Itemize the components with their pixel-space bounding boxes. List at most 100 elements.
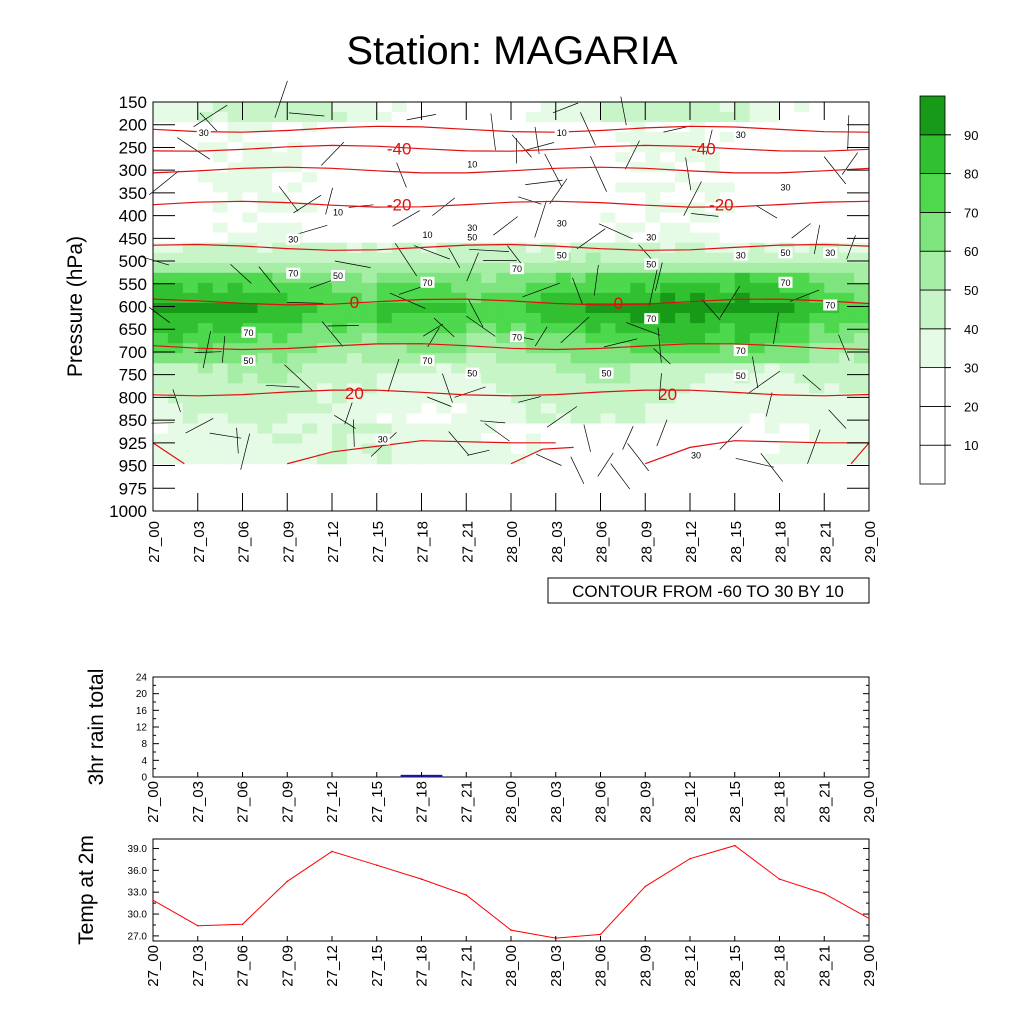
humidity-cell: [451, 423, 467, 435]
temperature-contour-label: 0: [350, 293, 359, 312]
humidity-cell: [615, 232, 631, 244]
humidity-cell: [496, 333, 512, 344]
humidity-cell: [555, 152, 572, 163]
humidity-cell: [615, 272, 631, 284]
humidity-cell: [317, 142, 333, 153]
humidity-cell: [839, 443, 855, 455]
wind-barb: [432, 197, 456, 216]
humidity-cell: [496, 393, 512, 404]
humidity-cell: [675, 172, 691, 183]
wind-barb: [325, 187, 333, 215]
humidity-cell: [824, 182, 840, 193]
humidity-cell: [436, 272, 452, 284]
humidity-cell: [615, 393, 631, 404]
humidity-cell: [376, 262, 393, 274]
rh-label-box: [510, 263, 524, 275]
humidity-cell: [525, 363, 542, 374]
humidity-cell: [540, 242, 557, 254]
humidity-cell: [182, 303, 199, 314]
wind-barb: [620, 96, 627, 126]
wind-barb: [151, 422, 175, 424]
humidity-cell: [391, 353, 408, 364]
humidity-cell: [854, 252, 870, 264]
humidity-cell: [540, 122, 557, 133]
rain-y-tick-label: 20: [136, 689, 148, 700]
humidity-cell: [794, 242, 810, 254]
humidity-cell: [302, 172, 318, 183]
humidity-cell: [332, 443, 348, 455]
humidity-cell: [212, 413, 229, 425]
humidity-cell: [257, 423, 273, 435]
humidity-cell: [630, 433, 646, 445]
humidity-cell: [570, 383, 587, 394]
humidity-cell: [809, 323, 825, 334]
humidity-cell: [376, 323, 393, 334]
humidity-cell: [496, 192, 512, 203]
humidity-cell: [227, 152, 244, 163]
humidity-cell: [153, 192, 169, 203]
humidity-cell: [839, 152, 855, 163]
humidity-cell: [690, 343, 706, 354]
humidity-cell: [794, 212, 810, 224]
humidity-cell: [167, 353, 184, 364]
temperature-contour-line: [645, 440, 869, 465]
humidity-cell: [839, 413, 855, 425]
legend-label: 70: [964, 205, 978, 220]
humidity-cell: [839, 132, 855, 143]
humidity-cell: [376, 142, 393, 153]
rh-contour-label: 70: [780, 278, 790, 288]
humidity-cell: [302, 443, 318, 455]
humidity-cell: [734, 262, 751, 274]
humidity-cell: [466, 453, 482, 465]
humidity-cell: [197, 303, 214, 314]
rh-label-box: [465, 367, 480, 379]
humidity-cell: [525, 423, 542, 435]
humidity-cell: [600, 383, 616, 394]
rh-contour-label: 50: [601, 369, 611, 379]
humidity-cell: [481, 242, 497, 254]
humidity-cell: [197, 292, 214, 304]
y-tick-label: 300: [119, 161, 147, 180]
humidity-cell: [779, 212, 795, 224]
humidity-cell: [496, 403, 512, 414]
humidity-cell: [227, 403, 244, 414]
humidity-cell: [391, 272, 408, 284]
humidity-cell: [734, 453, 751, 465]
humidity-cell: [496, 242, 512, 254]
humidity-cell: [421, 373, 437, 384]
humidity-cell: [481, 443, 497, 455]
humidity-cell: [630, 303, 646, 314]
humidity-cell: [257, 453, 273, 465]
humidity-cell: [376, 303, 393, 314]
humidity-cell: [615, 353, 631, 364]
humidity-cell: [436, 323, 452, 334]
humidity-cell: [600, 252, 616, 264]
humidity-cell: [675, 252, 691, 264]
humidity-cell: [540, 453, 557, 465]
humidity-cell: [600, 423, 616, 435]
humidity-cell: [496, 172, 512, 183]
humidity-cell: [839, 333, 855, 344]
humidity-cell: [182, 162, 199, 173]
humidity-cell: [764, 242, 781, 254]
humidity-cell: [585, 132, 602, 143]
humidity-cell: [570, 403, 587, 414]
humidity-cell: [466, 192, 482, 203]
humidity-cell: [824, 102, 840, 113]
wind-barb: [627, 443, 649, 472]
humidity-cell: [779, 232, 795, 244]
humidity-cell: [227, 102, 244, 113]
humidity-cell: [436, 453, 452, 465]
humidity-cell: [481, 202, 497, 214]
humidity-cell: [824, 192, 840, 203]
humidity-cell: [167, 292, 184, 304]
humidity-cell: [764, 423, 781, 435]
humidity-cell: [630, 393, 646, 404]
humidity-cell: [690, 363, 706, 374]
humidity-cell: [167, 222, 184, 234]
wind-barb: [719, 426, 743, 450]
humidity-cell: [451, 242, 467, 254]
rh-label-box: [420, 276, 435, 288]
x-tick-label: 28_12: [683, 521, 700, 563]
humidity-cell: [227, 242, 244, 254]
